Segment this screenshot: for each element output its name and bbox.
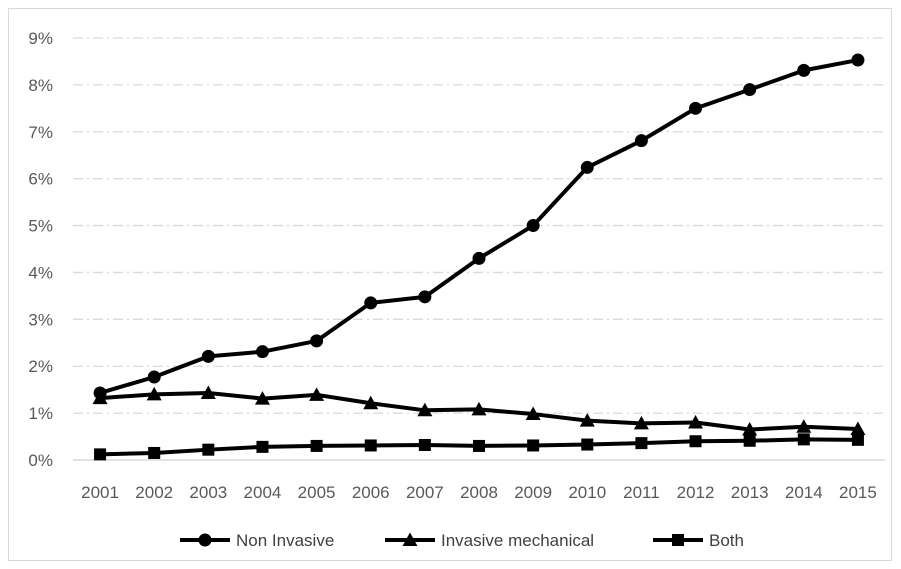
x-tick-label: 2004 — [244, 483, 282, 502]
legend: Non Invasive Invasive mechanical Both — [180, 531, 744, 550]
y-tick-label: 4% — [28, 263, 53, 282]
data-point — [689, 435, 702, 448]
data-point — [146, 386, 162, 401]
data-point — [471, 401, 487, 416]
data-point — [580, 160, 594, 174]
x-tick-label: 2011 — [623, 483, 660, 502]
x-tick-label: 2012 — [677, 483, 715, 502]
data-point — [581, 438, 594, 451]
data-point — [201, 349, 215, 363]
data-point — [418, 290, 432, 304]
series-non-invasive — [93, 53, 865, 400]
data-point — [363, 395, 379, 410]
data-point — [200, 385, 216, 399]
y-tick-label: 9% — [28, 29, 53, 48]
data-point — [851, 433, 864, 446]
series-both — [94, 433, 864, 461]
y-tick-label: 5% — [28, 217, 53, 236]
data-point — [364, 439, 377, 452]
data-point — [743, 83, 757, 97]
x-tick-label: 2006 — [352, 483, 390, 502]
y-tick-label: 1% — [28, 404, 53, 423]
gridlines — [73, 37, 885, 414]
data-point — [634, 134, 648, 148]
series-invasive-mechanical — [92, 385, 866, 436]
x-tick-label: 2009 — [514, 483, 552, 502]
x-tick-label: 2015 — [839, 483, 877, 502]
data-point — [255, 345, 269, 359]
x-tick-label: 2008 — [460, 483, 498, 502]
data-point — [418, 438, 431, 451]
legend-label: Invasive mechanical — [441, 531, 594, 550]
x-tick-label: 2001 — [81, 483, 119, 502]
data-point — [202, 443, 215, 456]
x-tick-label: 2007 — [406, 483, 444, 502]
data-point — [147, 370, 161, 384]
data-point — [527, 439, 540, 452]
x-tick-label: 2010 — [568, 483, 606, 502]
legend-marker — [672, 534, 684, 546]
data-point — [310, 334, 324, 348]
data-point — [364, 296, 378, 310]
data-point — [526, 219, 540, 233]
data-point — [688, 414, 704, 429]
legend-item: Non Invasive — [180, 531, 334, 550]
data-point — [94, 448, 107, 461]
x-tick-label: 2014 — [785, 483, 823, 502]
y-tick-label: 3% — [28, 310, 53, 329]
data-point — [148, 446, 161, 459]
data-point — [473, 439, 485, 452]
data-point — [310, 439, 323, 452]
y-tick-label: 0% — [28, 451, 53, 470]
x-tick-label: 2005 — [298, 483, 336, 502]
legend-label: Non Invasive — [236, 531, 334, 550]
data-point — [417, 402, 433, 417]
data-point — [850, 421, 866, 436]
x-tick-label: 2003 — [189, 483, 227, 502]
legend-marker — [402, 532, 418, 546]
data-point — [579, 413, 595, 427]
y-tick-label: 7% — [28, 123, 53, 142]
data-point — [309, 387, 325, 401]
data-point — [742, 422, 758, 436]
chart-frame — [8, 8, 892, 561]
data-point — [743, 434, 756, 447]
data-point — [797, 63, 811, 77]
series — [92, 53, 866, 461]
data-point — [525, 406, 541, 421]
data-point — [689, 101, 703, 115]
x-tick-label: 2002 — [135, 483, 173, 502]
y-tick-label: 6% — [28, 170, 53, 189]
legend-marker — [198, 533, 212, 547]
y-tick-label: 8% — [28, 76, 53, 95]
axes: 0% 1% 2% 3% 4% 5% 6% 7% 8% 9% 2001 2002 2003 2004 2005… — [28, 29, 885, 502]
data-point — [796, 419, 812, 433]
data-point — [472, 251, 486, 265]
series-line — [99, 58, 859, 395]
y-tick-label: 2% — [28, 357, 53, 376]
data-point — [92, 390, 108, 405]
data-point — [633, 415, 649, 430]
data-point — [851, 53, 865, 67]
x-tick-label: 2013 — [731, 483, 769, 502]
data-point — [635, 437, 648, 450]
legend-item: Invasive mechanical — [385, 531, 594, 550]
data-point — [797, 433, 810, 446]
data-point — [256, 440, 269, 453]
data-point — [254, 391, 270, 405]
legend-label: Both — [709, 531, 744, 550]
legend-item: Both — [653, 531, 744, 550]
